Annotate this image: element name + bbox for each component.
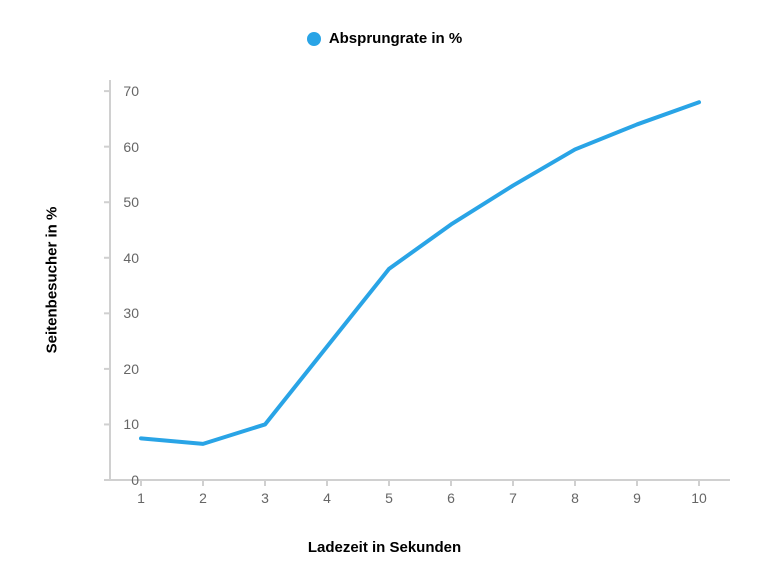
x-tick-label: 8 [571, 490, 579, 506]
y-tick-label: 0 [131, 472, 139, 488]
plot-svg [110, 80, 730, 480]
chart-legend: Absprungrate in % [0, 30, 769, 47]
x-tick-label: 10 [691, 490, 707, 506]
x-tick-label: 9 [633, 490, 641, 506]
x-tick-label: 4 [323, 490, 331, 506]
bounce-rate-chart: Absprungrate in % Seitenbesucher in % 0 1… [0, 0, 769, 582]
y-tick-label: 50 [123, 194, 139, 210]
x-tick-label: 2 [199, 490, 207, 506]
series-line [141, 102, 699, 444]
legend-marker-icon [307, 32, 321, 46]
x-tick-label: 5 [385, 490, 393, 506]
plot-area [110, 80, 730, 480]
x-tick-label: 3 [261, 490, 269, 506]
x-tick-label: 6 [447, 490, 455, 506]
legend-label: Absprungrate in % [329, 30, 462, 47]
x-tick-label: 1 [137, 490, 145, 506]
y-tick-label: 60 [123, 139, 139, 155]
y-tick-label: 10 [123, 416, 139, 432]
x-tick-label: 7 [509, 490, 517, 506]
y-tick-label: 40 [123, 250, 139, 266]
y-tick-label: 70 [123, 83, 139, 99]
y-tick-label: 30 [123, 305, 139, 321]
y-axis-title: Seitenbesucher in % [44, 207, 61, 354]
y-tick-label: 20 [123, 361, 139, 377]
x-axis-title: Ladezeit in Sekunden [0, 539, 769, 556]
